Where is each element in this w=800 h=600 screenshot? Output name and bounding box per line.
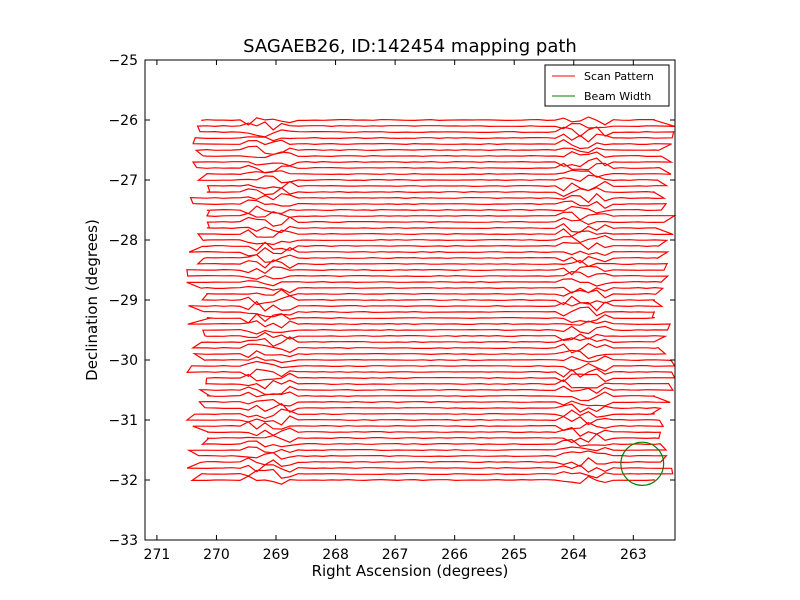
x-tick-label: 268: [322, 547, 349, 563]
legend-beam-label: Beam Width: [584, 90, 651, 103]
x-tick-label: 269: [263, 547, 290, 563]
chart-title: SAGAEB26, ID:142454 mapping path: [243, 36, 577, 57]
x-tick-label: 270: [203, 547, 230, 563]
legend-box: [544, 64, 670, 107]
y-tick-label: −25: [108, 53, 138, 69]
legend-scan-label: Scan Pattern: [584, 70, 654, 83]
y-tick-label: −31: [108, 413, 138, 429]
y-axis: −25 −26 −27 −28 −29 −30 −31 −32 −33: [108, 53, 675, 549]
x-tick-label: 267: [382, 547, 409, 563]
x-tick-label: 265: [501, 547, 528, 563]
x-tick-label: 266: [441, 547, 468, 563]
y-tick-label: −29: [108, 293, 138, 309]
y-tick-label: −26: [108, 113, 138, 129]
x-axis: 271 270 269 268 267 266 265 264 263: [144, 60, 647, 563]
plot-lines: [185, 116, 677, 486]
y-tick-label: −33: [108, 533, 138, 549]
y-tick-label: −30: [108, 353, 138, 369]
x-tick-label: 264: [560, 547, 587, 563]
y-tick-label: −28: [108, 233, 138, 249]
x-tick-label: 263: [620, 547, 647, 563]
beam-width-circle: [620, 441, 665, 486]
y-tick-label: −32: [108, 473, 138, 489]
y-axis-label: Declination (degrees): [83, 219, 101, 381]
x-tick-label: 271: [144, 547, 171, 563]
y-tick-label: −27: [108, 173, 138, 189]
x-axis-label: Right Ascension (degrees): [312, 562, 509, 580]
legend: Scan Pattern Beam Width: [544, 64, 670, 107]
scan-pattern-line: [185, 116, 677, 485]
